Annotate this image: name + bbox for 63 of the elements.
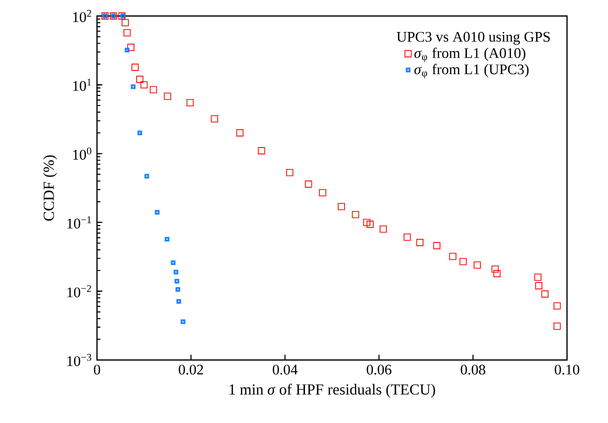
- point: [180, 319, 186, 324]
- x-tick-label: 0: [94, 364, 100, 375]
- x-tick-label: 0.10: [554, 364, 580, 375]
- point: [449, 252, 456, 260]
- point: [118, 12, 126, 20]
- point: [124, 48, 130, 52]
- point: [186, 99, 194, 106]
- point: [493, 270, 501, 278]
- point: [366, 220, 374, 228]
- point: [380, 225, 387, 233]
- point: [541, 290, 549, 298]
- point: [535, 282, 542, 290]
- x-tick-label: 0.06: [366, 364, 392, 375]
- point: [286, 168, 294, 176]
- point: [144, 174, 150, 178]
- point: [154, 210, 160, 215]
- point: [416, 238, 424, 246]
- x-tick-label: 0.08: [460, 364, 486, 375]
- point: [492, 265, 499, 273]
- point: [338, 202, 345, 210]
- y-tick-label: 10$^{1}$: [73, 78, 92, 91]
- point: [140, 81, 148, 88]
- point: [304, 180, 312, 188]
- point: [130, 84, 136, 89]
- point: [176, 287, 180, 292]
- legend-label: σ$_{φ}$ from L1 (A010): [414, 48, 526, 62]
- y-tick-label: 10$^{−2}$: [67, 285, 92, 298]
- y-tick-label: 10$^{0}$: [73, 147, 92, 160]
- point: [433, 242, 440, 250]
- point: [174, 270, 178, 274]
- point: [534, 274, 542, 281]
- point: [131, 64, 139, 71]
- point: [554, 302, 561, 310]
- x-axis-title: 1 min σ of HPF residuals (TECU): [230, 384, 436, 398]
- point: [170, 260, 176, 265]
- point: [474, 261, 481, 269]
- y-tick-label: 10$^{−1}$: [67, 216, 92, 228]
- point: [150, 86, 157, 94]
- y-tick-label: 10$^{−3}$: [67, 354, 92, 366]
- point: [136, 76, 144, 83]
- legend-title: UPC3 vs A010 using GPS: [396, 32, 550, 45]
- legend-label: σ$_{φ}$ from L1 (UPC3): [414, 64, 529, 79]
- point: [137, 130, 142, 136]
- point: [404, 234, 411, 241]
- point: [236, 129, 244, 136]
- point: [363, 218, 370, 226]
- x-tick-label: 0.02: [178, 364, 203, 375]
- x-tick-label: 0.04: [272, 364, 298, 375]
- point: [258, 147, 266, 154]
- point: [460, 258, 467, 266]
- point: [123, 29, 131, 36]
- point: [210, 115, 218, 122]
- point: [122, 19, 129, 26]
- point: [319, 189, 326, 196]
- y-axis-title: CCDF (%): [43, 155, 58, 221]
- point: [352, 210, 360, 218]
- point: [120, 14, 126, 18]
- point: [554, 322, 561, 330]
- y-tick-label: 10$^{2}$: [73, 10, 92, 22]
- point: [164, 92, 172, 100]
- point: [164, 236, 170, 242]
- point: [174, 278, 180, 284]
- point: [176, 299, 182, 304]
